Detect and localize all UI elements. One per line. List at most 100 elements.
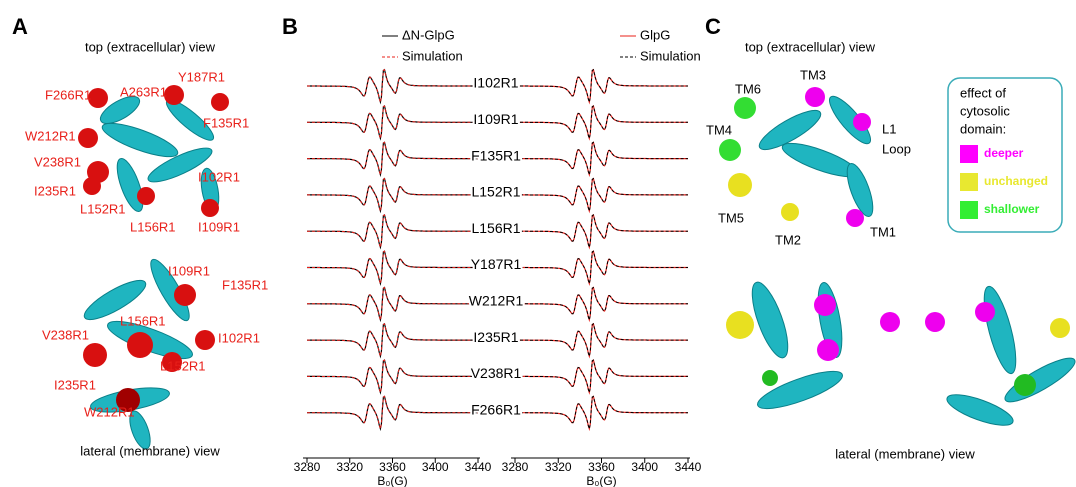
- tm-label: Loop: [882, 141, 911, 156]
- residue-label: I109R1: [198, 219, 240, 234]
- residue-label: I109R1: [168, 263, 210, 278]
- mutant-label: I102R1: [473, 75, 518, 91]
- legend-swatch: [960, 201, 978, 219]
- x-tick-label: 3360: [379, 460, 406, 474]
- tm-label: TM3: [800, 67, 826, 82]
- tm-label: TM6: [735, 81, 761, 96]
- legend-label: Simulation: [402, 48, 463, 63]
- spectrum: [515, 250, 688, 286]
- legend-label: deeper: [984, 146, 1024, 160]
- tm-labels: TM6 TM3 TM4 L1 Loop TM5 TM2 TM1: [706, 67, 911, 247]
- x-tick-label: 3320: [336, 460, 363, 474]
- spectrum: [515, 322, 688, 359]
- simulation: [515, 286, 688, 322]
- tm-label: TM2: [775, 232, 801, 247]
- protein-structure: [83, 96, 220, 450]
- simulation: [307, 250, 478, 286]
- x-tick-label: 3320: [545, 460, 572, 474]
- simulation: [515, 68, 688, 105]
- simulation: [515, 323, 688, 359]
- view-title: lateral (membrane) view: [835, 446, 975, 461]
- mutant-label: I235R1: [473, 329, 518, 345]
- spin-labels: [719, 87, 1070, 396]
- legend: effect of cytosolic domain: deeper unchanged…: [960, 85, 1048, 219]
- spectrum: [515, 286, 688, 323]
- spin-labels: [78, 85, 229, 412]
- simulation: [515, 359, 688, 395]
- x-tick-label: 3280: [502, 460, 529, 474]
- residue-label: L152R1: [160, 358, 206, 373]
- residue-label: L156R1: [130, 219, 176, 234]
- simulation: [307, 395, 478, 431]
- x-tick-label: 3400: [422, 460, 449, 474]
- simulation: [515, 214, 688, 250]
- residue-label: V238R1: [42, 327, 89, 342]
- residue-label: I102R1: [198, 169, 240, 184]
- residue-labels: F266R1 A263R1 Y187R1 W212R1 F135R1 V238R…: [25, 69, 268, 419]
- residue-label: W212R1: [84, 404, 135, 419]
- simulation: [307, 177, 478, 213]
- legend-label: shallower: [984, 202, 1040, 216]
- tm-label: TM1: [870, 224, 896, 239]
- legend-label: ΔN-GlpG: [402, 27, 455, 42]
- legend-label: unchanged: [984, 174, 1048, 188]
- residue-label: F135R1: [222, 277, 268, 292]
- panel-label: A: [12, 14, 28, 39]
- spectrum: [515, 177, 688, 214]
- residue-label: L156R1: [120, 313, 166, 328]
- panel-label: B: [282, 14, 298, 39]
- view-title: top (extracellular) view: [745, 39, 876, 54]
- spectrum: [515, 68, 688, 105]
- simulation: [515, 177, 688, 213]
- spectrum: [515, 395, 688, 432]
- mutant-label: I109R1: [473, 111, 518, 127]
- residue-label: F266R1: [45, 87, 91, 102]
- spectrum: [515, 105, 688, 141]
- legend-swatch: [960, 145, 978, 163]
- mutant-label: F266R1: [471, 401, 521, 417]
- simulation: [515, 141, 688, 177]
- residue-label: I102R1: [218, 330, 260, 345]
- x-tick-label: 3400: [631, 460, 658, 474]
- view-title: top (extracellular) view: [85, 39, 216, 54]
- legend-title: domain:: [960, 121, 1006, 136]
- simulation: [307, 214, 478, 250]
- residue-label: Y187R1: [178, 69, 225, 84]
- residue-label: I235R1: [34, 183, 76, 198]
- legend-box: [947, 77, 1063, 233]
- residue-label: W212R1: [25, 128, 76, 143]
- legend-label: Simulation: [640, 48, 701, 63]
- legend-label: GlpG: [640, 27, 670, 42]
- protein-structure: [751, 95, 1076, 426]
- view-title: lateral (membrane) view: [80, 443, 220, 458]
- simulation: [307, 323, 478, 359]
- mutant-label: L156R1: [471, 220, 520, 236]
- simulation: [515, 105, 688, 141]
- tm-label: TM4: [706, 122, 732, 137]
- mutant-label: F135R1: [471, 147, 521, 163]
- panel-label: C: [705, 14, 721, 39]
- x-axis-label: B₀(G): [586, 474, 616, 487]
- simulation: [515, 250, 688, 286]
- tm-label: TM5: [718, 210, 744, 225]
- spectrum: [515, 359, 688, 395]
- simulation: [515, 395, 688, 431]
- legend-title: effect of: [960, 85, 1006, 100]
- legend-title: cytosolic: [960, 103, 1010, 118]
- residue-label: L152R1: [80, 201, 126, 216]
- mutant-label: W212R1: [469, 293, 524, 309]
- legend-swatch: [960, 173, 978, 191]
- residue-label: V238R1: [34, 154, 81, 169]
- spectra: [307, 68, 688, 432]
- spectrum: [515, 213, 688, 250]
- x-tick-label: 3440: [675, 460, 702, 474]
- mutant-label: Y187R1: [471, 256, 522, 272]
- simulation: [307, 359, 478, 395]
- simulation: [307, 105, 478, 141]
- mutant-label: L152R1: [471, 184, 520, 200]
- residue-label: F135R1: [203, 115, 249, 130]
- residue-label: A263R1: [120, 84, 167, 99]
- residue-label: I235R1: [54, 377, 96, 392]
- x-axis-label: B₀(G): [377, 474, 407, 487]
